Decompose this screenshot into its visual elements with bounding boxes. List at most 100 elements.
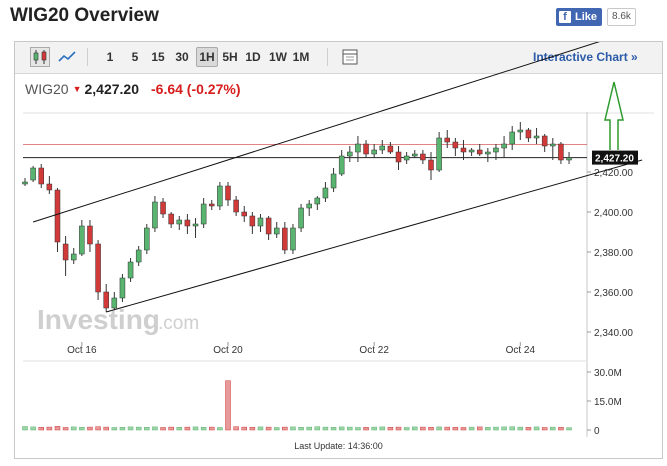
volume-bar xyxy=(525,427,532,431)
volume-bar xyxy=(550,426,556,431)
volume-bar xyxy=(119,427,126,431)
price-chart[interactable]: Investing.com 2,420.00 2,400.00 2,380.00 2,3… xyxy=(15,42,662,458)
candle-body xyxy=(290,227,296,251)
volume-bar xyxy=(87,426,93,431)
volume-bar xyxy=(103,426,109,431)
down-arrow-icon: ▼ xyxy=(72,84,82,94)
line-chart-icon[interactable] xyxy=(57,47,77,67)
candle-body xyxy=(338,155,345,175)
volume-bar xyxy=(379,426,386,431)
timeframe-button-30[interactable]: 30 xyxy=(175,50,189,64)
volume-bar xyxy=(209,426,215,431)
candle-body xyxy=(444,137,450,143)
interactive-chart-link[interactable]: Interactive Chart » xyxy=(533,50,638,64)
timeframe-button-1h[interactable]: 1H xyxy=(196,47,218,67)
candle-body xyxy=(273,227,280,235)
candle-body xyxy=(119,277,126,299)
volume-bar xyxy=(395,426,402,431)
volume-bar xyxy=(501,426,507,431)
chart-toolbar: 1 5 15 30 1H 5H 1D 1W 1M Interactive Chart » xyxy=(15,42,662,74)
candle-body xyxy=(428,159,434,171)
candle-body xyxy=(38,167,44,185)
candle-body xyxy=(265,217,272,235)
timeframe-button-1[interactable]: 1 xyxy=(106,50,114,64)
volume-bar xyxy=(355,427,361,431)
candle-body xyxy=(184,219,191,227)
volume-bar xyxy=(476,426,483,431)
volume-bar xyxy=(184,426,191,431)
x-tick-label: Oct 24 xyxy=(506,345,536,356)
volume-bar xyxy=(298,427,304,431)
volume-bar xyxy=(558,427,564,431)
facebook-like-count: 8.6k xyxy=(607,8,636,26)
candle-body xyxy=(298,207,304,229)
candle-body xyxy=(217,185,223,207)
candle-body xyxy=(111,297,118,309)
facebook-like-button[interactable]: f Like xyxy=(556,8,603,26)
candle-body xyxy=(558,143,564,161)
volume-bar xyxy=(420,426,426,431)
volume-bar xyxy=(54,426,61,431)
current-price-label: 2,427.20 xyxy=(595,154,634,165)
investing-watermark: Investing xyxy=(37,304,160,335)
page-title: WIG20 Overview xyxy=(10,5,159,26)
volume-bar xyxy=(412,426,418,431)
volume-bar xyxy=(403,427,410,431)
candles-group xyxy=(22,122,572,312)
volume-bar xyxy=(509,426,515,431)
candle-body xyxy=(379,145,386,151)
candle-body xyxy=(525,129,532,139)
volume-bar xyxy=(387,427,394,431)
timeframe-button-1m[interactable]: 1M xyxy=(292,50,310,64)
candle-body xyxy=(209,203,215,207)
screenshot-icon[interactable] xyxy=(340,47,360,67)
volume-tick-label: 0 xyxy=(594,426,600,437)
volume-bar xyxy=(200,427,207,431)
timeframe-button-5[interactable]: 5 xyxy=(131,50,139,64)
volume-bar xyxy=(233,426,239,431)
volume-bar xyxy=(363,427,369,431)
volume-bar xyxy=(22,426,28,431)
volume-bar xyxy=(566,427,572,431)
candle-body xyxy=(306,203,312,209)
volume-bar xyxy=(127,426,134,431)
timeframe-button-1w[interactable]: 1W xyxy=(269,50,287,64)
volume-bar xyxy=(444,426,450,431)
candle-body xyxy=(347,151,353,157)
candle-body xyxy=(168,213,174,225)
timeframe-button-5h[interactable]: 5H xyxy=(222,50,238,64)
volume-bar xyxy=(135,426,142,431)
toolbar-divider xyxy=(327,48,328,66)
timeframe-button-15[interactable]: 15 xyxy=(151,50,165,64)
volume-bar xyxy=(493,426,499,431)
candle-body xyxy=(160,201,166,215)
y-tick-label: 2,340.00 xyxy=(594,328,633,339)
y-tick-label: 2,400.00 xyxy=(594,208,633,219)
candle-body xyxy=(127,261,134,279)
y-tick-label: 2,420.00 xyxy=(594,168,633,179)
candle-body xyxy=(330,173,337,189)
candle-body xyxy=(103,291,109,309)
y-tick-label: 2,380.00 xyxy=(594,248,633,259)
candle-body xyxy=(95,243,101,293)
candle-body xyxy=(322,187,329,199)
candle-body xyxy=(192,223,199,227)
candle-body xyxy=(476,149,483,155)
candle-body xyxy=(241,211,247,217)
volume-bar xyxy=(290,426,296,431)
candle-body xyxy=(200,203,207,225)
volume-tick-label: 30.0M xyxy=(594,368,622,379)
volume-bar xyxy=(152,426,158,431)
candle-body xyxy=(62,243,69,261)
candlestick-icon[interactable] xyxy=(30,47,50,67)
candle-body xyxy=(282,227,288,251)
candle-body xyxy=(371,149,377,155)
volume-bar xyxy=(144,427,150,431)
facebook-like-widget[interactable]: f Like 8.6k xyxy=(556,8,636,26)
candle-body xyxy=(46,183,53,191)
volume-bar xyxy=(460,427,467,431)
volume-bar xyxy=(273,427,280,431)
timeframe-button-1d[interactable]: 1D xyxy=(245,50,261,64)
volume-bar xyxy=(225,380,231,431)
volume-bar xyxy=(314,426,321,431)
